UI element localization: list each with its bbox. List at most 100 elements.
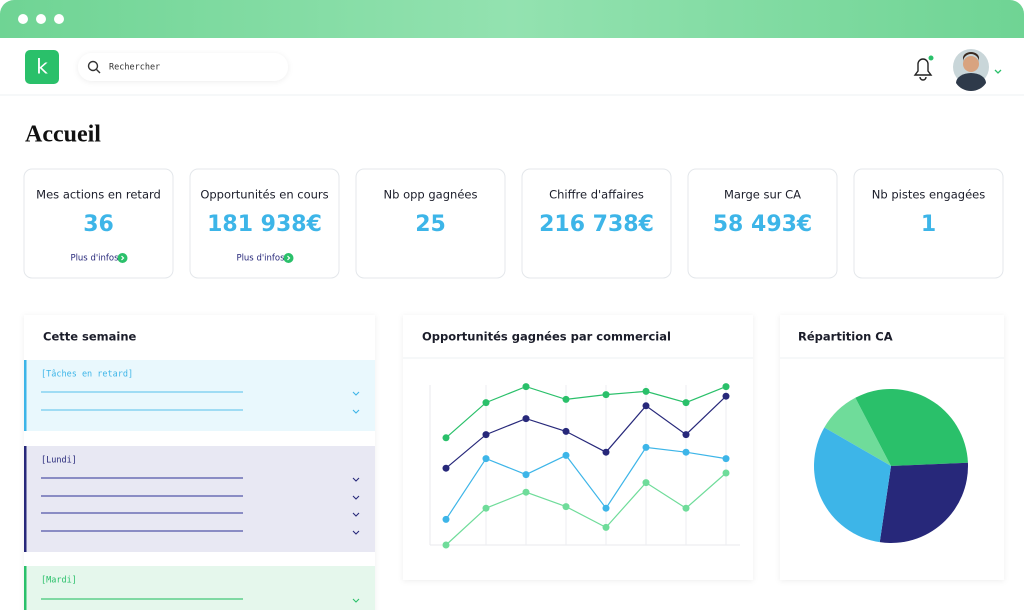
avatar-body [956,73,986,92]
kpi-label: Opportunités en cours [200,188,328,202]
day-group-border [24,360,27,431]
search-placeholder: Rechercher [109,63,160,73]
data-point [522,383,530,391]
data-point [682,504,690,512]
data-point [722,392,730,400]
window-dot [36,14,46,24]
avatar-face [963,56,979,72]
more-info-icon [121,255,125,261]
kpi-value: 36 [83,212,114,237]
data-point [442,515,450,523]
data-point [602,448,610,456]
pie-slice [879,462,968,543]
data-point [482,504,490,512]
search-box[interactable] [78,53,288,81]
line-chart [429,383,740,549]
window-bar-base [0,24,1024,38]
kpi-value: 58 493€ [713,212,813,237]
data-point [722,383,730,391]
menu-chevron[interactable] [994,69,1002,74]
expand-chevron[interactable] [352,409,360,414]
data-point [442,434,450,442]
kpi-label: Mes actions en retard [36,188,161,202]
week-groups: [Tâches en retard] [Lundi] [Mardi] [24,360,375,610]
pie-slice [813,427,891,543]
more-info-icon [287,255,291,261]
data-point [482,431,490,439]
series-line [445,385,727,439]
avatar-hair [963,52,979,62]
pie-slice [824,397,891,466]
more-info-icon[interactable] [283,253,294,263]
data-point [642,387,650,395]
panel-title: Répartition CA [798,330,893,344]
pie-chart [813,389,968,543]
data-point [522,471,530,479]
data-point [642,479,650,487]
series-line [445,446,727,520]
kpi-card [355,168,506,279]
page-title: Accueil [25,122,101,148]
day-group [24,360,375,431]
data-point [722,469,730,477]
day-group-border [24,566,27,610]
data-point [562,395,570,403]
expand-chevron[interactable] [352,495,360,500]
data-point [682,399,690,407]
kpi-row: Mes actions en retard 36 Plus d'infos Oppor… [23,168,1004,279]
data-point [442,541,450,549]
kpi-card [23,168,174,279]
data-point [602,391,610,399]
data-point [522,488,530,496]
data-point [562,451,570,459]
kpi-card [853,168,1004,279]
day-group [24,446,375,552]
expand-chevron[interactable] [352,391,360,396]
search-icon [87,60,99,72]
kpi-card [521,168,672,279]
expand-chevron[interactable] [352,598,360,603]
data-point [642,443,650,451]
day-group-label: [Mardi] [41,576,77,586]
kpi-label: Nb opp gagnées [384,188,478,202]
kpi-value: 216 738€ [539,212,654,237]
series-line [445,472,727,546]
kpi-card [687,168,838,279]
notification-dot [928,55,934,61]
more-info-link[interactable]: Plus d'infos [70,254,119,264]
day-group-label: [Tâches en retard] [41,370,133,380]
data-point [722,455,730,463]
kpi-label: Nb pistes engagées [872,188,985,202]
expand-chevron[interactable] [352,530,360,535]
series-line [445,395,727,469]
kpi-value: 181 938€ [207,212,322,237]
more-info-link[interactable]: Plus d'infos [236,254,285,264]
expand-chevron[interactable] [352,512,360,517]
more-info-icon[interactable] [117,253,128,263]
data-point [522,415,530,423]
kpi-value: 1 [921,212,936,237]
expand-chevron[interactable] [352,477,360,482]
kpi-label: Marge sur CA [724,188,801,202]
data-point [682,448,690,456]
kpi-card [189,168,340,279]
data-point [682,431,690,439]
logo[interactable] [25,50,59,84]
data-point [482,399,490,407]
notification-bell[interactable] [913,58,933,81]
panel-title: Cette semaine [43,330,137,344]
data-point [642,402,650,410]
data-point [562,427,570,435]
kpi-label: Chiffre d'affaires [549,188,644,202]
window-dot [18,14,28,24]
logo-letter: k [36,55,48,79]
day-group [24,566,375,610]
panel-title: Opportunités gagnées par commercial [422,330,671,344]
day-group-label: [Lundi] [41,456,77,466]
line-panel [403,315,753,580]
window-dot [54,14,64,24]
data-point [442,464,450,472]
data-point [602,523,610,531]
kpi-value: 25 [415,212,446,237]
